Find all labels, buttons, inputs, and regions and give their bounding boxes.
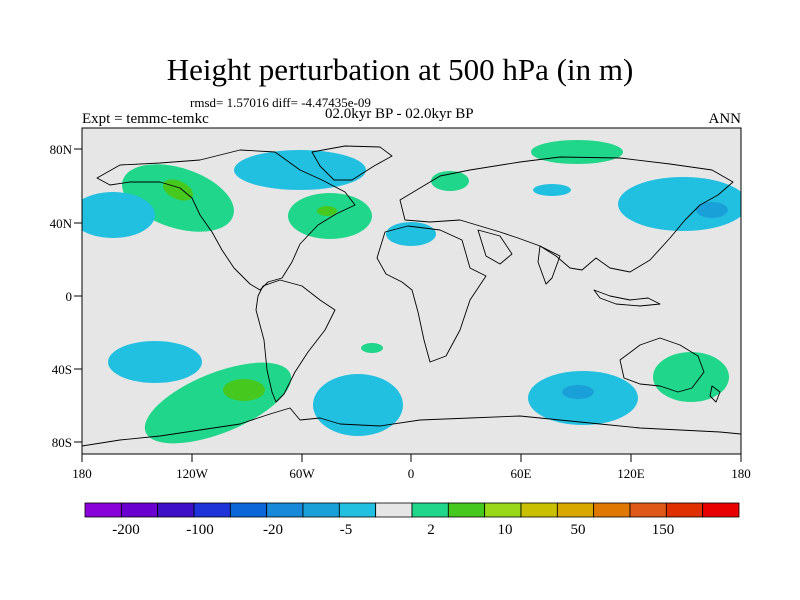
coast-north-america xyxy=(96,149,356,291)
map-title: Height perturbation at 500 hPa (in m) xyxy=(166,52,634,87)
coast-india xyxy=(537,245,561,285)
coast-antarctica xyxy=(82,407,741,447)
lon-label-60e: 60E xyxy=(511,466,532,481)
anomaly-pos-core-atlantic xyxy=(317,206,337,216)
colorbar-swatch xyxy=(84,502,122,518)
coast-africa xyxy=(376,225,487,363)
colorbar-label: 2 xyxy=(427,522,435,538)
lat-axis: 80N 40N 0 40S 80S xyxy=(50,142,82,450)
experiment-label: Expt = temmc-temkc xyxy=(82,111,209,127)
colorbar-label: -20 xyxy=(263,522,283,538)
colorbar-swatch xyxy=(629,502,667,518)
colorbar-label: 10 xyxy=(498,522,513,538)
lon-axis: 180 120W 60W 0 60E 120E 180 xyxy=(72,454,751,481)
colorbar-label: 150 xyxy=(652,522,675,538)
anomaly-pos-s-atlantic-small xyxy=(361,343,383,353)
coast-arabia xyxy=(477,229,513,265)
coast-new-zealand xyxy=(709,385,721,403)
anomaly-neg-mediterranean xyxy=(386,222,436,246)
colorbar-swatch xyxy=(702,502,740,518)
colorbar-labels: -200 -100 -20 -5 2 10 50 150 xyxy=(112,522,674,538)
anomaly-neg-core-nw-pacific xyxy=(696,202,728,218)
colorbar-label: -200 xyxy=(112,522,140,538)
colorbar-swatch xyxy=(411,502,449,518)
anomaly-neg-central-asia xyxy=(533,184,571,196)
season-label: ANN xyxy=(708,111,742,127)
lon-label-60w: 60W xyxy=(289,466,315,481)
anomaly-neg-se-pacific xyxy=(108,341,202,383)
colorbar-swatch xyxy=(520,502,558,518)
anomaly-neg-ne-pacific xyxy=(82,192,155,238)
colorbar-swatch xyxy=(338,502,377,518)
colorbar-swatch xyxy=(665,502,704,518)
coast-south-america xyxy=(255,279,336,403)
lon-label-180-east: 180 xyxy=(731,466,751,481)
colorbar-label: -100 xyxy=(186,522,214,538)
lon-label-120e: 120E xyxy=(617,466,645,481)
colorbar-swatch xyxy=(375,502,413,518)
coast-greenland xyxy=(311,145,393,181)
anomaly-pos-arctic-russia xyxy=(531,140,623,164)
colorbar-label: -5 xyxy=(340,522,353,538)
anomaly-pos-tasman xyxy=(653,352,729,402)
lat-label-40n: 40N xyxy=(50,216,73,231)
lat-label-80n: 80N xyxy=(50,142,73,157)
colorbar-swatch xyxy=(193,502,231,518)
coast-eurasia xyxy=(399,156,734,273)
colorbar xyxy=(84,502,740,518)
colorbar-swatch xyxy=(157,502,195,518)
colorbar-swatch xyxy=(266,502,304,518)
colorbar-swatch xyxy=(302,502,340,518)
lon-label-120w: 120W xyxy=(176,466,209,481)
colorbar-swatch xyxy=(120,502,159,518)
lon-label-180: 180 xyxy=(72,466,92,481)
colorbar-swatch xyxy=(447,502,486,518)
colorbar-swatch xyxy=(484,502,522,518)
colorbar-label: 50 xyxy=(571,522,586,538)
anomaly-field xyxy=(82,140,741,447)
lat-label-40s: 40S xyxy=(52,362,72,377)
colorbar-swatch xyxy=(229,502,268,518)
anomaly-neg-core-s-indian xyxy=(562,385,594,399)
lon-label-0: 0 xyxy=(408,466,415,481)
period-text: 02.0kyr BP - 02.0kyr BP xyxy=(325,106,474,122)
rmsd-text: rmsd= 1.57016 diff= -4.47435e-09 xyxy=(190,95,371,110)
anomaly-pos-core-s-pacific xyxy=(223,379,265,401)
colorbar-swatch xyxy=(593,502,631,518)
anomaly-pos-n-atlantic xyxy=(288,193,372,239)
lat-label-80s: 80S xyxy=(52,435,72,450)
coast-australia xyxy=(619,337,705,393)
lat-label-0: 0 xyxy=(66,289,73,304)
colorbar-swatch xyxy=(556,502,595,518)
coastlines xyxy=(82,145,741,447)
coast-indonesia xyxy=(593,289,661,307)
anomaly-neg-s-atlantic xyxy=(313,374,403,436)
